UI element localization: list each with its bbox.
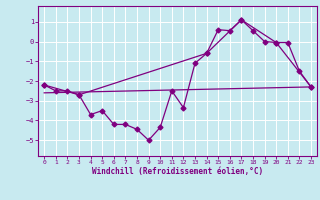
X-axis label: Windchill (Refroidissement éolien,°C): Windchill (Refroidissement éolien,°C) [92, 167, 263, 176]
